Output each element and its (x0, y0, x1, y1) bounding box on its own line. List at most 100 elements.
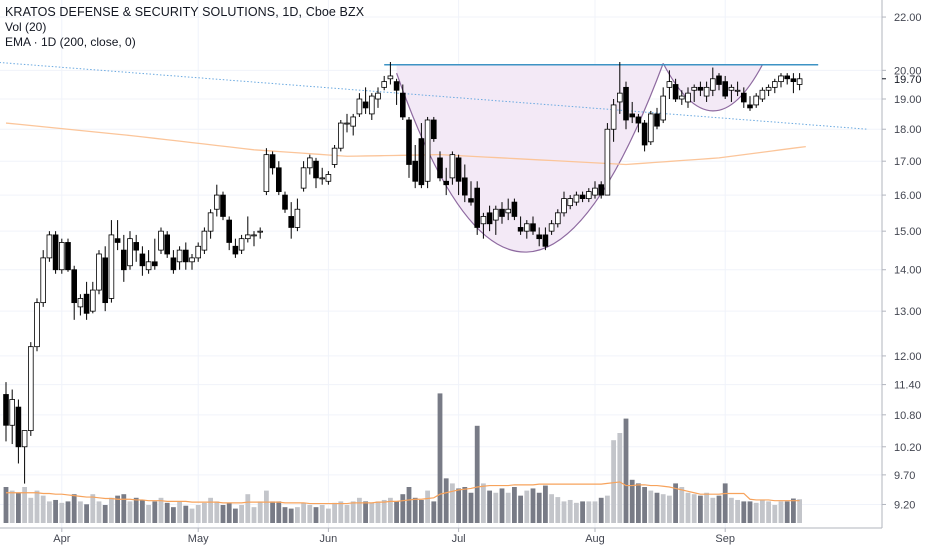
volume-bar (456, 488, 461, 523)
volume-bar (536, 492, 542, 523)
volume-bar (468, 492, 474, 523)
candle (765, 84, 772, 97)
cup-fill (396, 63, 664, 253)
volume-bar (636, 483, 641, 523)
candle-body (710, 78, 716, 91)
candle-body (511, 201, 518, 217)
candle-body (108, 234, 115, 299)
candle (71, 265, 78, 320)
candle-body (176, 249, 183, 263)
candle-body (778, 75, 784, 83)
candle (561, 191, 567, 217)
volume-bar (84, 504, 89, 523)
last-price-label: 19.70 (894, 74, 922, 86)
candle (362, 87, 369, 114)
candle (232, 238, 239, 258)
candle-body (548, 223, 555, 232)
volume-bar (146, 505, 151, 523)
volume-bar (183, 505, 189, 523)
candle (251, 231, 257, 247)
candle (437, 151, 443, 182)
candle-body (275, 167, 282, 192)
candle-body (195, 245, 202, 259)
volume-bar (233, 508, 238, 523)
candle (176, 246, 183, 270)
candle (747, 96, 753, 111)
volume-bar (567, 499, 573, 523)
volume-bar (629, 479, 635, 523)
candle-body (598, 184, 604, 196)
candle-body (356, 98, 363, 115)
candle (170, 250, 177, 274)
candle-body (418, 138, 425, 186)
candle (759, 87, 766, 102)
cup-curve (396, 63, 664, 253)
volume-bar (406, 487, 412, 523)
volume-bar (16, 492, 21, 523)
candle (182, 242, 189, 270)
price-tick-label: 11.40 (894, 380, 921, 392)
volume-bar (698, 495, 703, 523)
volume-legend: Vol (20) (5, 20, 47, 34)
volume-bar (288, 508, 294, 523)
candle-body (679, 95, 685, 100)
candle-body (145, 261, 152, 271)
candle-body (121, 249, 127, 271)
candle (34, 298, 40, 352)
candle (399, 84, 406, 120)
volume-bar (22, 487, 27, 523)
volume-bar (778, 501, 784, 523)
candle-body (573, 194, 580, 203)
price-tick-label: 12.00 (894, 351, 922, 363)
candle-body (313, 160, 319, 179)
candle (313, 157, 319, 189)
candle (213, 184, 220, 217)
candle-body (617, 92, 623, 103)
candle (294, 198, 301, 232)
price-tick-label: 10.80 (894, 410, 922, 422)
candle-body (362, 101, 369, 109)
volume-bar (487, 490, 492, 523)
candle-body (21, 430, 28, 448)
candle (226, 216, 233, 251)
candle-body (604, 128, 611, 196)
candle-body (182, 249, 189, 263)
volume-bar (580, 501, 585, 523)
candle (666, 70, 673, 100)
candle-body (9, 399, 16, 426)
price-tick-label: 9.70 (894, 470, 915, 482)
candle (548, 220, 555, 235)
volume-bar (9, 490, 15, 523)
candle-body (127, 238, 133, 267)
candle (734, 81, 741, 97)
candle (654, 107, 660, 130)
volume-bar (53, 499, 58, 523)
volume-bar (28, 497, 34, 523)
candle (598, 181, 604, 199)
candle-body (542, 234, 549, 247)
volume-bar (704, 492, 709, 523)
candle-body (331, 147, 338, 165)
candle-body (530, 223, 536, 232)
volume-bar (189, 508, 195, 523)
candle-body (486, 212, 493, 225)
candle (617, 62, 623, 114)
candle (331, 144, 338, 168)
volume-bar (239, 505, 244, 523)
volume-bar (164, 502, 170, 523)
volume-bar (605, 495, 610, 523)
volume-bar (524, 490, 530, 523)
candle (455, 154, 462, 196)
candle (325, 171, 332, 185)
candles[interactable] (3, 62, 803, 484)
candle-body (257, 230, 263, 233)
candle-body (765, 86, 772, 91)
candle (796, 73, 803, 91)
candle-body (344, 122, 350, 125)
volume-bar (474, 425, 480, 523)
volume-bar (710, 497, 716, 523)
candle (555, 209, 561, 228)
candle (524, 220, 530, 239)
